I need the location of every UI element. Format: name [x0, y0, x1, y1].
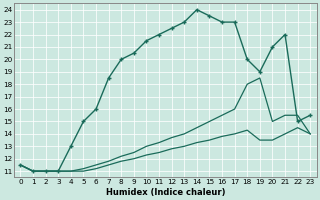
X-axis label: Humidex (Indice chaleur): Humidex (Indice chaleur) — [106, 188, 225, 197]
